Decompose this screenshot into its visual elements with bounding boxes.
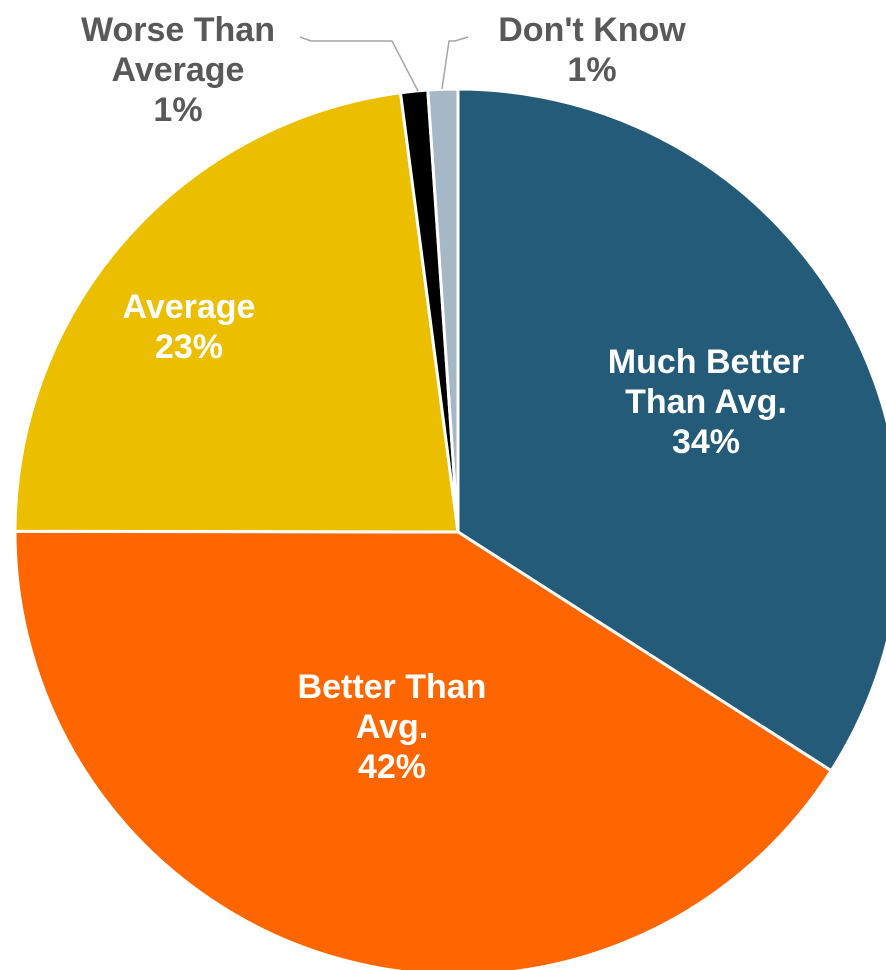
leader-line-4 xyxy=(441,36,469,90)
data-label-2: Average 23% xyxy=(123,288,256,366)
data-label-1: Better Than Avg. 42% xyxy=(298,668,487,786)
data-label-percent: 1% xyxy=(567,51,616,89)
data-label-line: Much Better xyxy=(608,343,804,381)
data-label-line: Average xyxy=(123,288,256,326)
data-label-percent: 1% xyxy=(153,91,202,129)
data-label-line: Than Avg. xyxy=(625,383,787,421)
data-label-percent: 23% xyxy=(155,328,223,366)
data-label-4: Don't Know 1% xyxy=(498,11,686,89)
pie-slice-1 xyxy=(13,529,833,970)
leader-line-3 xyxy=(299,36,419,92)
data-label-3: Worse Than Average 1% xyxy=(81,11,275,129)
data-label-0: Much Better Than Avg. 34% xyxy=(608,343,804,461)
data-label-line: Better Than xyxy=(298,668,487,706)
data-label-percent: 42% xyxy=(358,748,426,786)
data-label-line: Avg. xyxy=(356,708,428,746)
data-label-line: Don't Know xyxy=(498,11,686,49)
data-label-line: Average xyxy=(112,51,245,89)
pie-slice-4 xyxy=(426,87,460,534)
pie-slice-2 xyxy=(13,91,460,534)
data-label-line: Worse Than xyxy=(81,11,275,49)
pie-slices xyxy=(13,87,886,970)
data-label-percent: 34% xyxy=(672,423,740,461)
